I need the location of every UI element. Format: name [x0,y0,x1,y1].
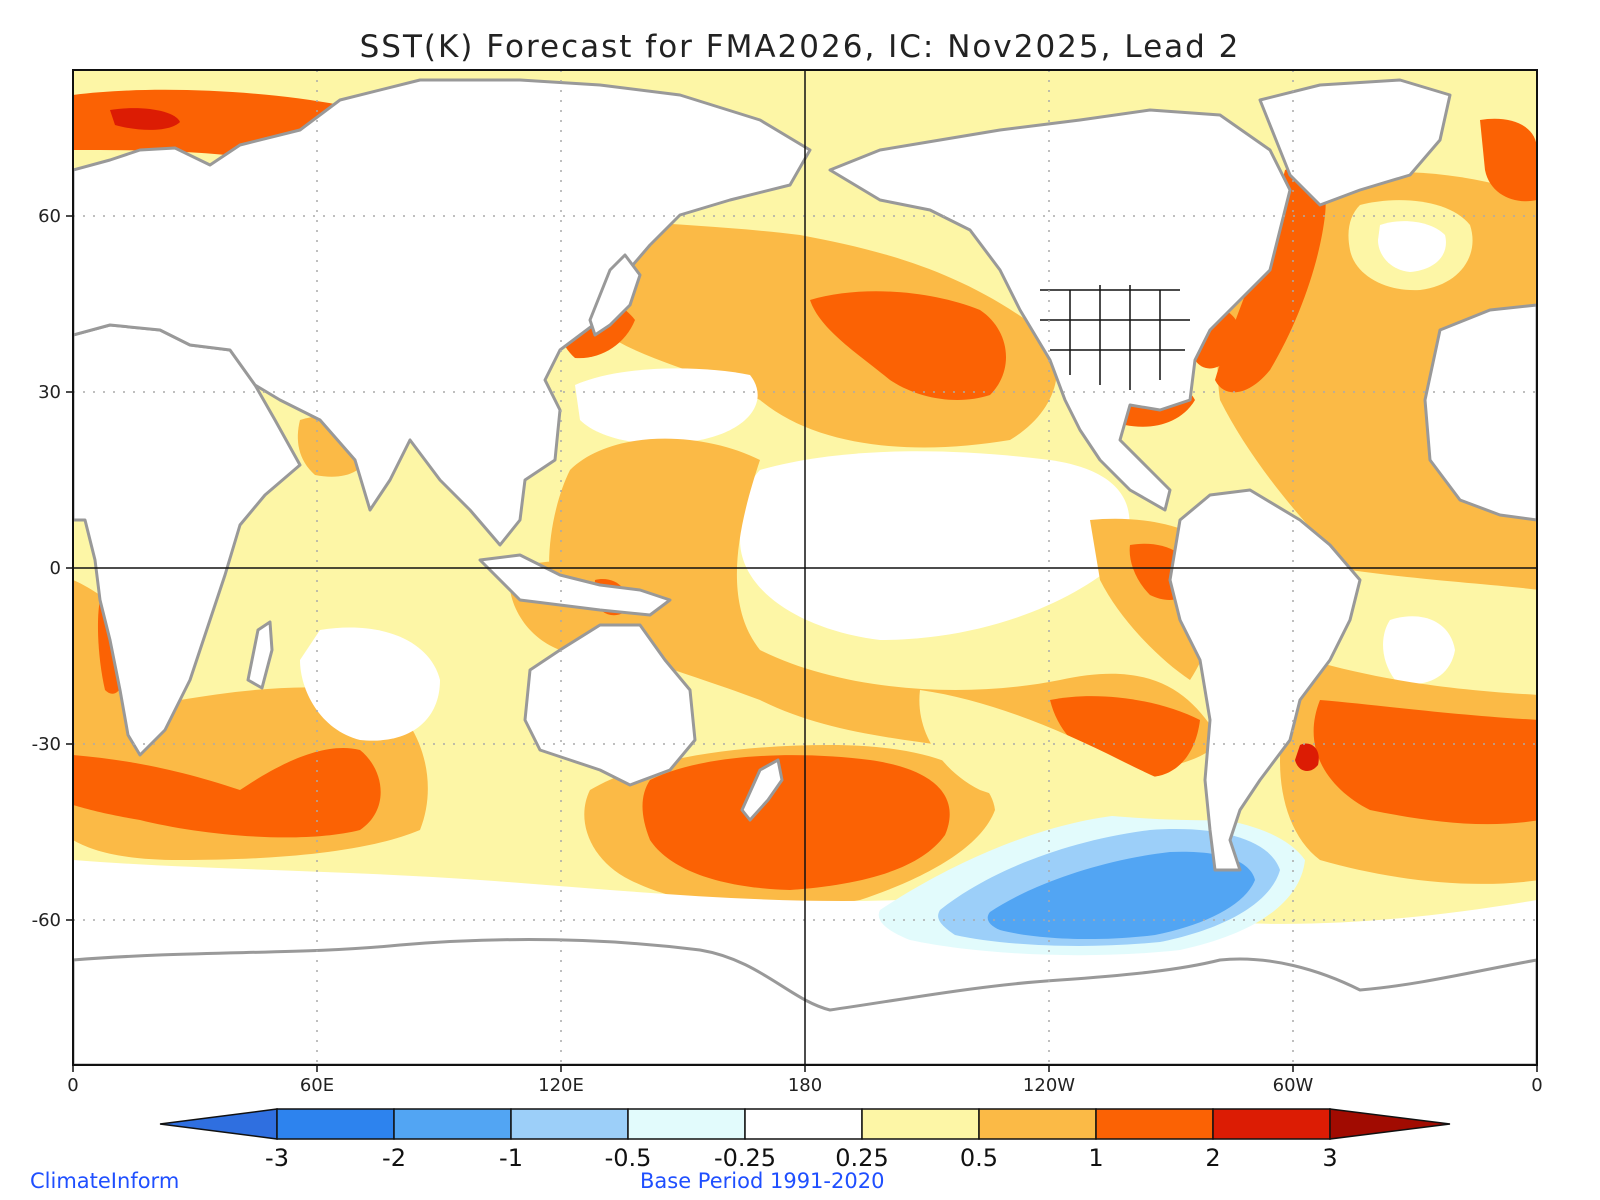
anomaly-zone-south-pacific-mild-band [919,690,1250,821]
anomaly-zone-brazil-coast-strong [1295,743,1319,772]
x-tick-label: 120W [1023,1075,1075,1096]
colorbar-segment [861,1108,980,1140]
landmass-japan [588,253,642,337]
anomaly-zone-southern-ocean-cold [987,851,1255,940]
colorbar-segment [978,1108,1097,1140]
y-tick-label: 60 [38,206,61,227]
colorbar-label: 0.5 [960,1144,998,1172]
anomaly-zone-west-pacific-neutral [575,368,758,444]
anomaly-zone-southern-indian-warm [73,748,381,838]
colorbar-segment [393,1108,512,1140]
colorbar-low-arrow [159,1108,278,1140]
x-axis: 0 60E 120E 180 120W 60W 0 [67,1065,1543,1096]
anomaly-zone-southwest-pacific-warm [642,755,950,890]
colorbar-label: -3 [265,1144,289,1172]
landmass-madagascar [246,620,274,690]
colorbar: -3 -2 -1 -0.5 -0.25 0.25 0.5 1 2 3 [159,1108,1451,1172]
colorbar-label: -0.5 [605,1144,652,1172]
anomaly-zone-indian-neutral [300,627,440,741]
x-tick-label: 0 [1531,1075,1542,1096]
x-tick-label: 60W [1273,1075,1314,1096]
anomaly-zone-northeast-atlantic-center [1378,221,1446,272]
colorbar-label: 0.25 [835,1144,888,1172]
landmass-australia [523,623,697,787]
x-tick-label: 0 [67,1075,78,1096]
x-tick-label: 180 [788,1075,822,1096]
anomaly-zone-equatorial-pacific-neutral [740,451,1130,640]
colorbar-label: 3 [1322,1144,1337,1172]
colorbar-high-arrow [1329,1108,1451,1140]
colorbar-segment [510,1108,629,1140]
us-state-boundaries [1040,285,1190,390]
anomaly-zone-west-pacific-mild [549,438,1220,771]
anomaly-zone-south-atlantic-warm [1313,700,1537,825]
landmass-greenland [1258,78,1452,207]
y-axis: 60 30 0 -30 -60 [32,206,73,931]
map-area [73,70,1537,1065]
colorbar-segment [1095,1108,1214,1140]
colorbar-label: 2 [1205,1144,1220,1172]
source-credit: ClimateInform [30,1169,179,1193]
landmass-north-america [828,108,1292,512]
anomaly-zone-north-pacific-warm [810,291,1007,400]
landmass-eurasia [73,78,812,547]
colorbar-segment [1212,1108,1331,1140]
y-tick-label: 0 [50,558,61,579]
landmass-new-zealand [740,758,784,822]
y-tick-label: -60 [32,910,61,931]
y-tick-label: -30 [32,734,61,755]
anomaly-zone-south-atlantic-center [1383,616,1455,684]
colorbar-segment [744,1108,863,1140]
colorbar-segment [276,1108,395,1140]
colorbar-segment [627,1108,746,1140]
y-tick-label: 30 [38,382,61,403]
colorbar-label: -2 [382,1144,406,1172]
anomaly-zone-gulf-stream-warm [1215,167,1326,393]
colorbar-label: 1 [1088,1144,1103,1172]
base-period-note: Base Period 1991-2020 [640,1169,884,1193]
landmass-south-america [1168,488,1362,872]
anomaly-zone-greenland-sea-warm [1480,118,1537,202]
chart-title: SST(K) Forecast for FMA2026, IC: Nov2025… [360,29,1241,65]
colorbar-label: -0.25 [714,1144,776,1172]
x-tick-label: 60E [300,1075,334,1096]
x-tick-label: 120E [538,1075,584,1096]
landmass-west-africa-edge [1423,303,1537,522]
anomaly-zone-south-central-pacific-warm [1050,696,1200,778]
anomaly-zone-barents-sea-strong [110,108,180,130]
colorbar-label: -1 [499,1144,523,1172]
